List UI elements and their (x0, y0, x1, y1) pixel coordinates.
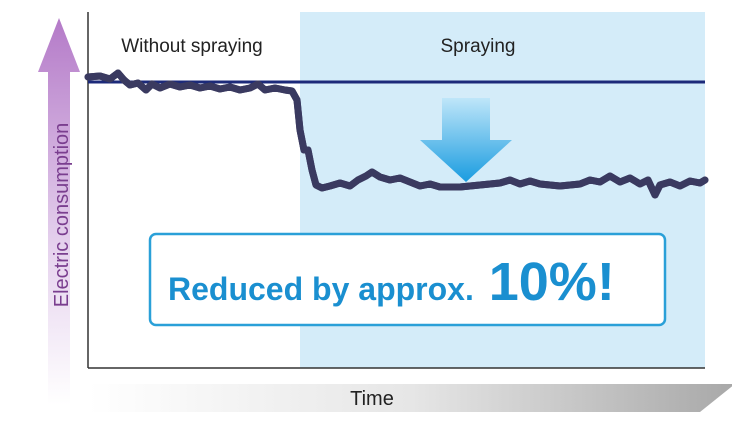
x-axis-label: Time (350, 388, 394, 410)
y-arrow (38, 18, 80, 405)
y-axis-label: Electric consumption (51, 123, 73, 308)
callout-highlight: 10%! (489, 252, 615, 312)
region-label: Without spraying (121, 36, 263, 57)
consumption-line (84, 69, 709, 199)
x-arrow (88, 384, 732, 412)
down-arrow (420, 98, 512, 182)
callout-box (148, 232, 667, 327)
callout-text: Reduced by approx. 10%! (168, 252, 615, 312)
callout-main: Reduced by approx. (168, 271, 474, 307)
region-label: Spraying (441, 36, 516, 57)
